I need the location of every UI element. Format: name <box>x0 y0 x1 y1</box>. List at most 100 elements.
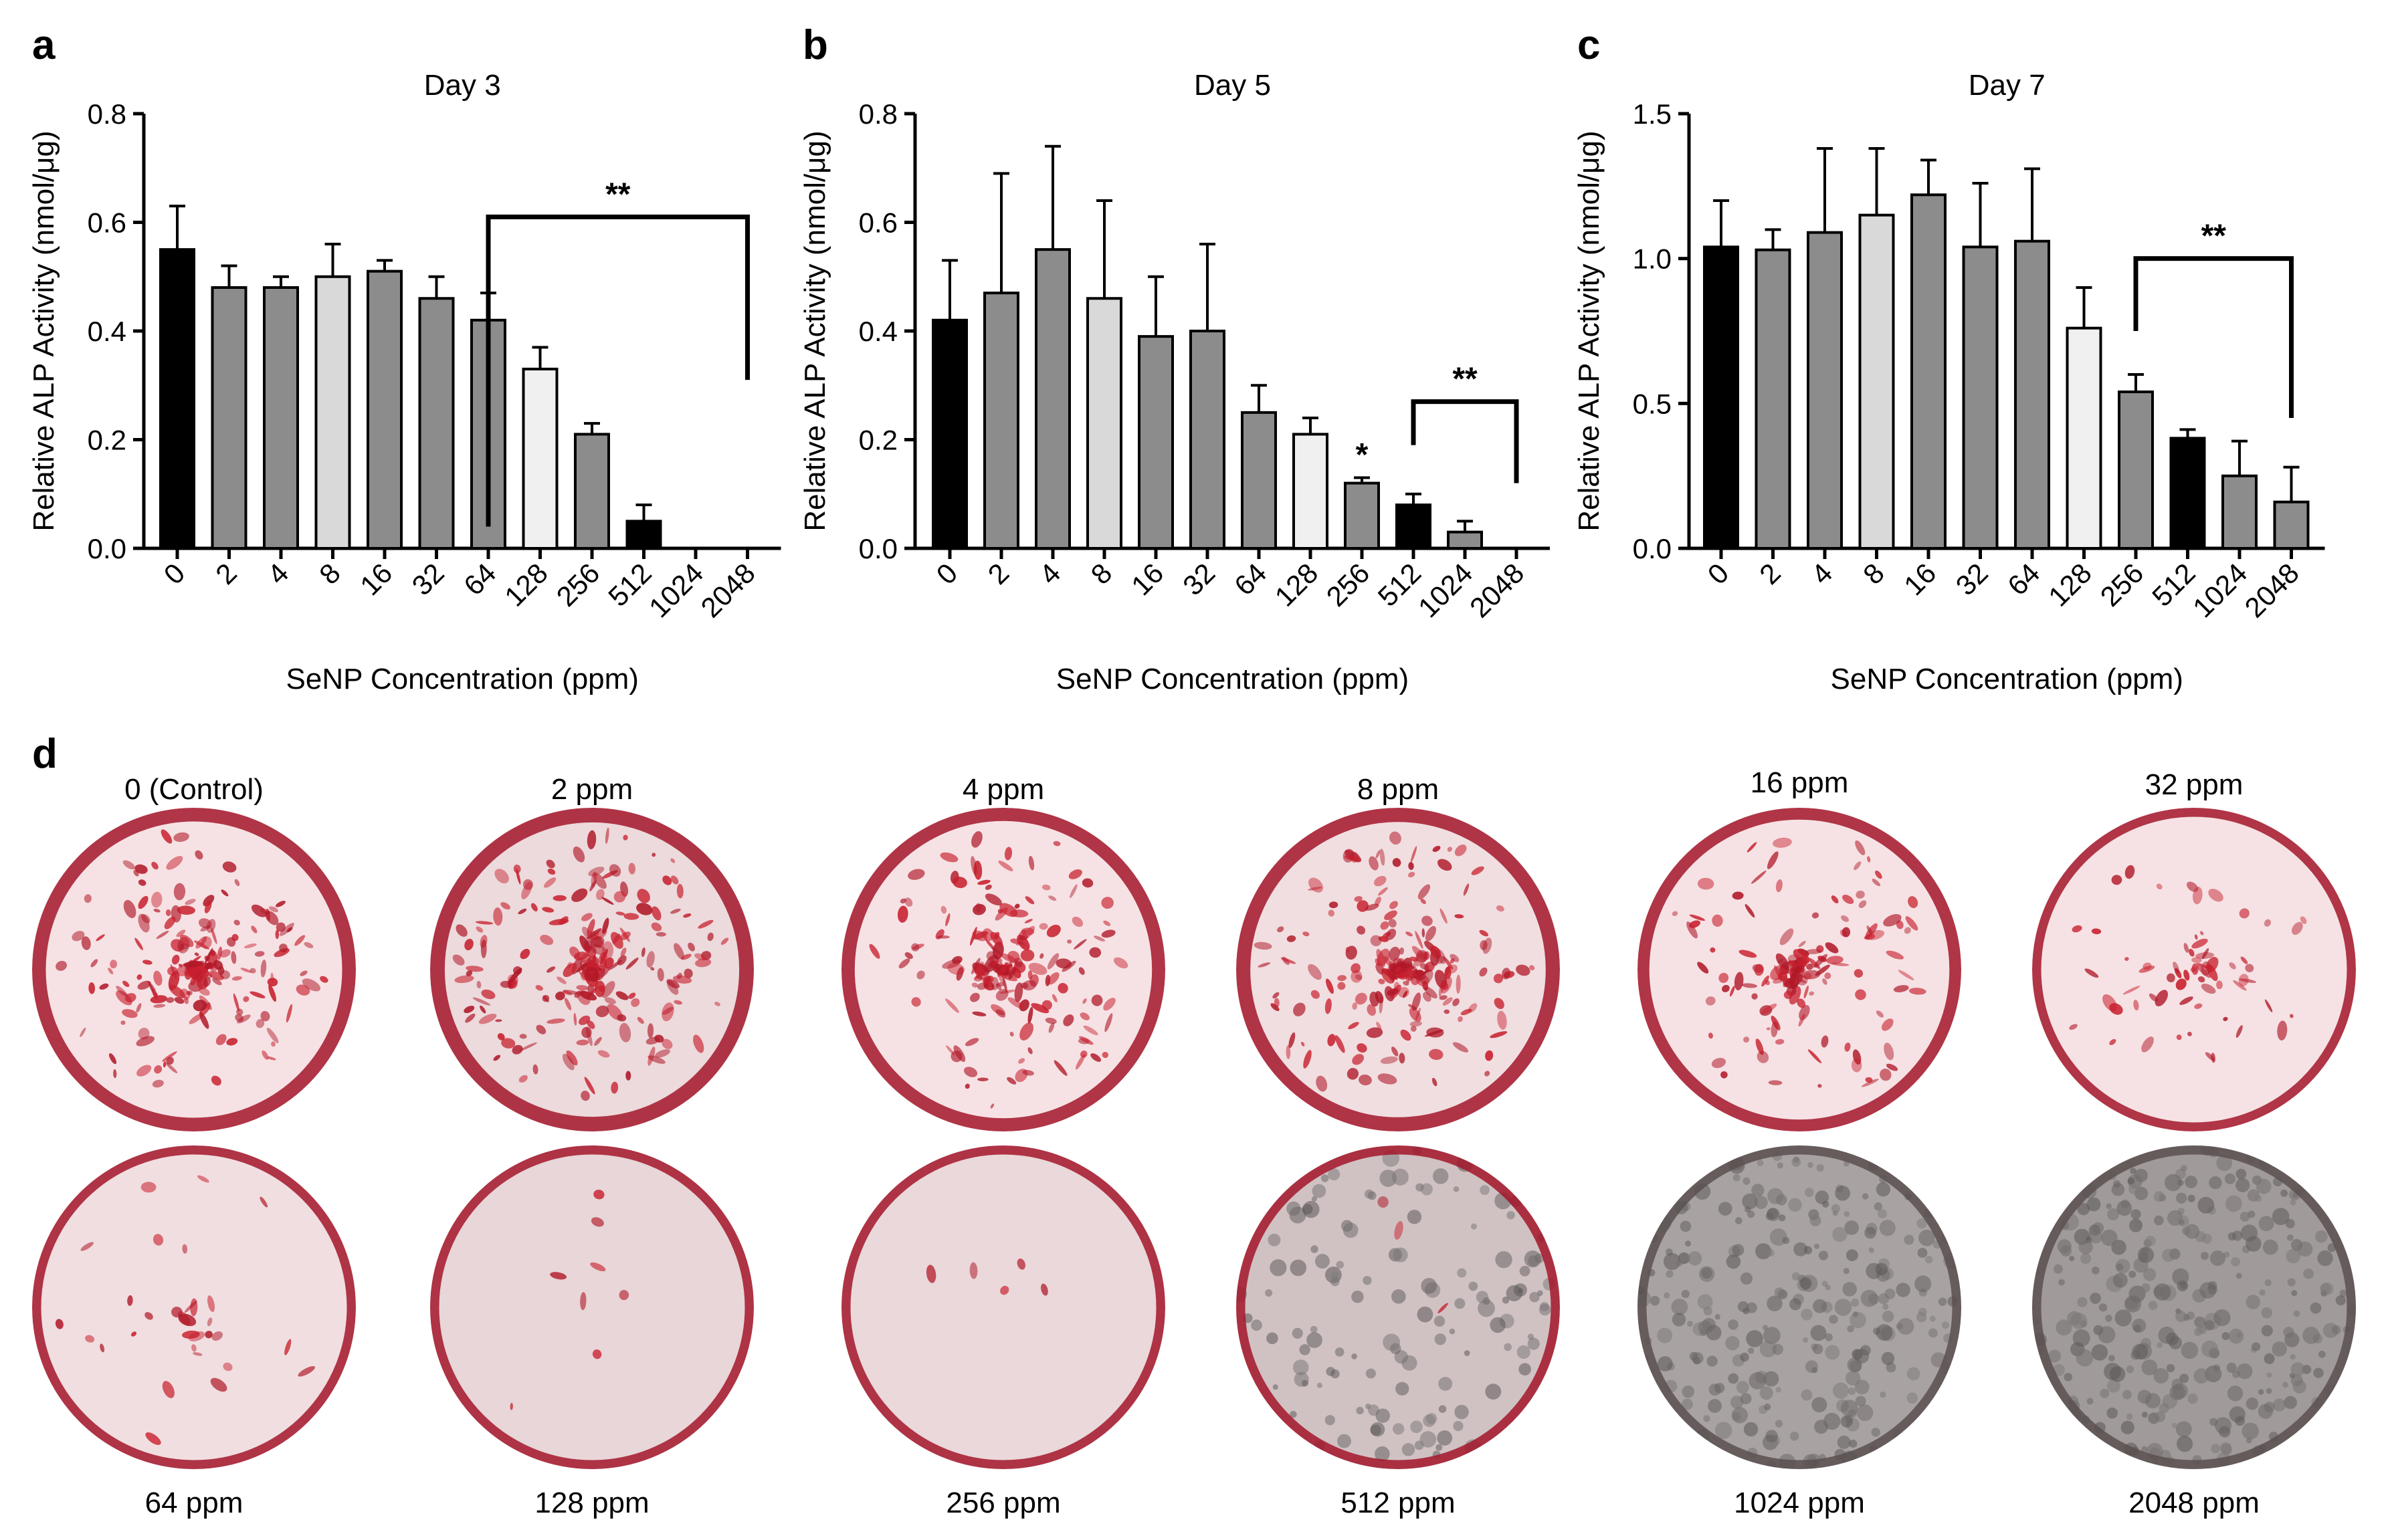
x-tick-label: 4 <box>1805 557 1839 590</box>
well-background <box>1236 1145 1560 1469</box>
x-tick-label: 2048 <box>695 557 761 623</box>
bar <box>1447 530 1483 550</box>
well-image: 2048 ppm <box>2032 1145 2356 1519</box>
y-tick-label: 0.8 <box>859 98 898 130</box>
well-image: 256 ppm <box>841 1145 1165 1519</box>
bar <box>1138 335 1174 550</box>
well-image: 32 ppm <box>2032 768 2356 1131</box>
x-tick-label: 256 <box>551 557 606 613</box>
y-tick-label: 0.4 <box>859 316 898 347</box>
significance-bracket <box>2133 256 2294 418</box>
panel-letter-c: c <box>1577 22 1600 68</box>
bar <box>211 286 247 550</box>
well-label: 2 ppm <box>551 773 633 806</box>
y-tick-label: 0.6 <box>859 207 898 239</box>
y-tick-label: 0.0 <box>88 533 126 564</box>
y-tick-label: 0.4 <box>88 316 126 347</box>
significance-marker: * <box>1356 437 1369 473</box>
well-image: 128 ppm <box>430 1145 754 1519</box>
bar <box>625 520 662 550</box>
bar <box>1395 504 1431 550</box>
well-label: 1024 ppm <box>1734 1487 1865 1519</box>
y-tick-label: 1.5 <box>1633 98 1672 130</box>
well-image: 64 ppm <box>32 1145 356 1519</box>
significance-marker: ** <box>2201 219 2227 254</box>
bar <box>1703 245 1739 550</box>
y-tick-label: 0.6 <box>88 207 126 239</box>
y-tick-label: 0.0 <box>859 533 898 564</box>
bar <box>1344 481 1380 550</box>
bar <box>1292 433 1328 550</box>
bar <box>2169 437 2206 550</box>
well-label: 0 (Control) <box>124 773 264 806</box>
well-image: 1024 ppm <box>1637 1145 1961 1519</box>
bar <box>367 269 403 550</box>
well-label: 128 ppm <box>534 1487 649 1519</box>
chart-title: Day 7 <box>1969 69 2046 102</box>
x-tick-label: 32 <box>1950 557 1994 601</box>
x-tick-label: 8 <box>1085 557 1118 590</box>
x-tick-label: 32 <box>406 557 450 601</box>
bar <box>1035 248 1071 550</box>
well-label: 64 ppm <box>145 1487 243 1519</box>
well-background <box>841 1145 1165 1469</box>
x-tick-label: 64 <box>1228 557 1272 601</box>
x-tick-label: 4 <box>1033 557 1067 590</box>
well-image: 8 ppm <box>1236 773 1560 1131</box>
bar <box>2221 474 2258 550</box>
bar <box>932 318 968 550</box>
well-image: 512 ppm <box>1236 1145 1560 1519</box>
x-tick-label: 2 <box>1753 557 1787 590</box>
bar <box>418 297 455 550</box>
x-axis-label: SeNP Concentration (ppm) <box>1831 663 2183 695</box>
bar <box>314 275 351 550</box>
x-tick-label: 0 <box>158 557 191 590</box>
well-label: 256 ppm <box>946 1487 1060 1519</box>
x-axis-label: SeNP Concentration (ppm) <box>1056 663 1409 695</box>
panel-letter-a: a <box>32 22 56 68</box>
x-tick-label: 128 <box>1269 557 1324 613</box>
panel-letter-d: d <box>32 731 58 777</box>
chart-1: Day 3 0.0 0.2 0.4 0.6 0.8 Relative ALP Activit… <box>27 69 781 695</box>
x-tick-label: 128 <box>498 557 554 613</box>
x-tick-label: 64 <box>458 557 502 601</box>
chart-3: Day 7 0.0 0.5 1.0 1.5 Relative ALP Activity (… <box>1573 69 2325 695</box>
bar <box>159 248 195 550</box>
y-axis-label: Relative ALP Activity (nmol/μg) <box>1573 130 1605 531</box>
chart-2: Day 5 0.0 0.2 0.4 0.6 0.8 Relative ALP Activit… <box>799 69 1550 695</box>
well-label: 16 ppm <box>1751 766 1849 799</box>
x-tick-label: 2 <box>209 557 243 590</box>
bar <box>1910 193 1947 550</box>
x-tick-label: 1024 <box>2187 557 2253 623</box>
chart-title: Day 3 <box>424 69 501 102</box>
bar <box>2014 239 2050 550</box>
x-tick-label: 1024 <box>1412 557 1478 623</box>
x-tick-label: 0 <box>930 557 964 590</box>
x-tick-label: 8 <box>1857 557 1890 590</box>
well-label: 8 ppm <box>1357 773 1439 806</box>
bar <box>263 286 299 550</box>
significance-bracket <box>1411 399 1519 483</box>
well-image: 4 ppm <box>841 773 1165 1131</box>
x-tick-label: 2 <box>982 557 1015 590</box>
x-tick-label: 128 <box>2042 557 2098 613</box>
bar <box>1755 248 1791 550</box>
well-label: 4 ppm <box>963 773 1044 806</box>
x-tick-label: 256 <box>1320 557 1376 613</box>
x-tick-label: 2048 <box>2239 557 2305 623</box>
significance-bracket <box>486 214 750 527</box>
well-background <box>430 1145 754 1469</box>
y-axis-label: Relative ALP Activity (nmol/μg) <box>27 130 60 531</box>
x-tick-label: 256 <box>2094 557 2150 613</box>
well-image: 0 (Control) <box>32 773 356 1131</box>
bar <box>983 292 1019 550</box>
x-tick-label: 2048 <box>1464 557 1530 623</box>
well-image: 16 ppm <box>1637 766 1961 1131</box>
x-tick-label: 32 <box>1177 557 1221 601</box>
x-tick-label: 16 <box>1125 557 1169 601</box>
x-tick-label: 8 <box>313 557 346 590</box>
well-label: 32 ppm <box>2145 768 2244 801</box>
chart-title: Day 5 <box>1194 69 1271 102</box>
